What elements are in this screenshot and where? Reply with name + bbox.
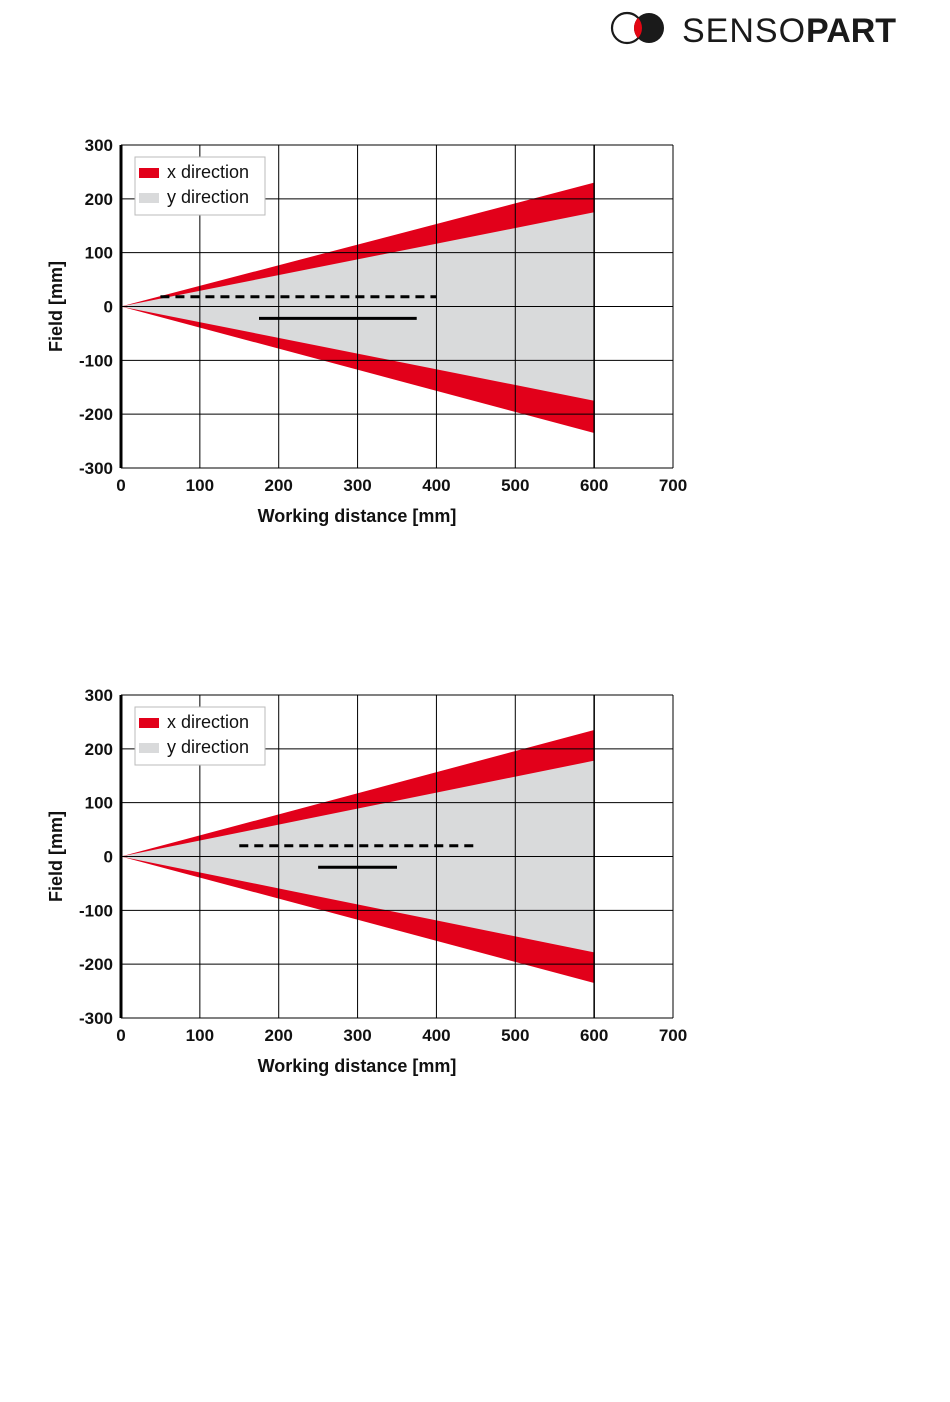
y-tick-label: 100 [85, 244, 113, 263]
legend-label: x direction [167, 712, 249, 732]
logo-text-light: SENSO [682, 12, 806, 50]
y-tick-label: -200 [79, 955, 113, 974]
legend-label: x direction [167, 162, 249, 182]
x-axis-label: Working distance [mm] [258, 1056, 457, 1076]
x-tick-label: 0 [116, 476, 125, 495]
y-axis-label: Field [mm] [46, 811, 66, 902]
field-chart-1: 0 100 200 300 400 500 600 700 300 200 100 0 -100 -200… [40, 128, 700, 528]
y-tick-label: 300 [85, 136, 113, 155]
legend-label: y direction [167, 737, 249, 757]
legend-swatch [139, 193, 159, 203]
field-chart-2: 0 100 200 300 400 500 600 700 300 200 100 0 -100 -200… [40, 678, 700, 1078]
y-axis-label: Field [mm] [46, 261, 66, 352]
y-tick-label: -300 [79, 459, 113, 478]
y-tick-label: -300 [79, 1009, 113, 1028]
x-tick-label: 500 [501, 476, 529, 495]
x-tick-label: 200 [265, 476, 293, 495]
x-tick-label: 300 [343, 476, 371, 495]
y-tick-label: -200 [79, 405, 113, 424]
x-tick-label: 300 [343, 1026, 371, 1045]
legend-swatch [139, 718, 159, 728]
legend-box [134, 156, 266, 216]
x-axis-label: Working distance [mm] [258, 506, 457, 526]
svg-text:SENSOPART: SENSOPART [682, 12, 896, 50]
y-tick-label: 200 [85, 190, 113, 209]
sensopart-logo: SENSOPART [610, 8, 910, 50]
x-tick-label: 100 [186, 476, 214, 495]
logo-circles-icon [610, 11, 664, 45]
legend: x direction y direction [134, 706, 266, 766]
x-tick-label: 600 [580, 1026, 608, 1045]
legend-swatch [139, 168, 159, 178]
chart-svg: 0 100 200 300 400 500 600 700 300 200 100 0 -100 -200… [46, 136, 687, 526]
legend: x direction y direction [134, 156, 266, 216]
x-tick-label: 400 [422, 476, 450, 495]
x-tick-label: 600 [580, 476, 608, 495]
logo-text-bold: PART [806, 12, 896, 50]
x-tick-label: 200 [265, 1026, 293, 1045]
x-tick-label: 500 [501, 1026, 529, 1045]
y-tick-label: 200 [85, 740, 113, 759]
x-tick-label: 100 [186, 1026, 214, 1045]
legend-box [134, 706, 266, 766]
x-tick-label: 0 [116, 1026, 125, 1045]
y-tick-label: 300 [85, 686, 113, 705]
chart-svg: 0 100 200 300 400 500 600 700 300 200 100 0 -100 -200… [46, 686, 687, 1076]
y-tick-label: -100 [79, 901, 113, 920]
legend-label: y direction [167, 187, 249, 207]
x-tick-label: 700 [659, 476, 687, 495]
y-tick-label: 0 [104, 848, 113, 867]
y-tick-label: -100 [79, 351, 113, 370]
x-tick-label: 700 [659, 1026, 687, 1045]
legend-swatch [139, 743, 159, 753]
x-tick-label: 400 [422, 1026, 450, 1045]
y-tick-label: 100 [85, 794, 113, 813]
y-tick-label: 0 [104, 298, 113, 317]
